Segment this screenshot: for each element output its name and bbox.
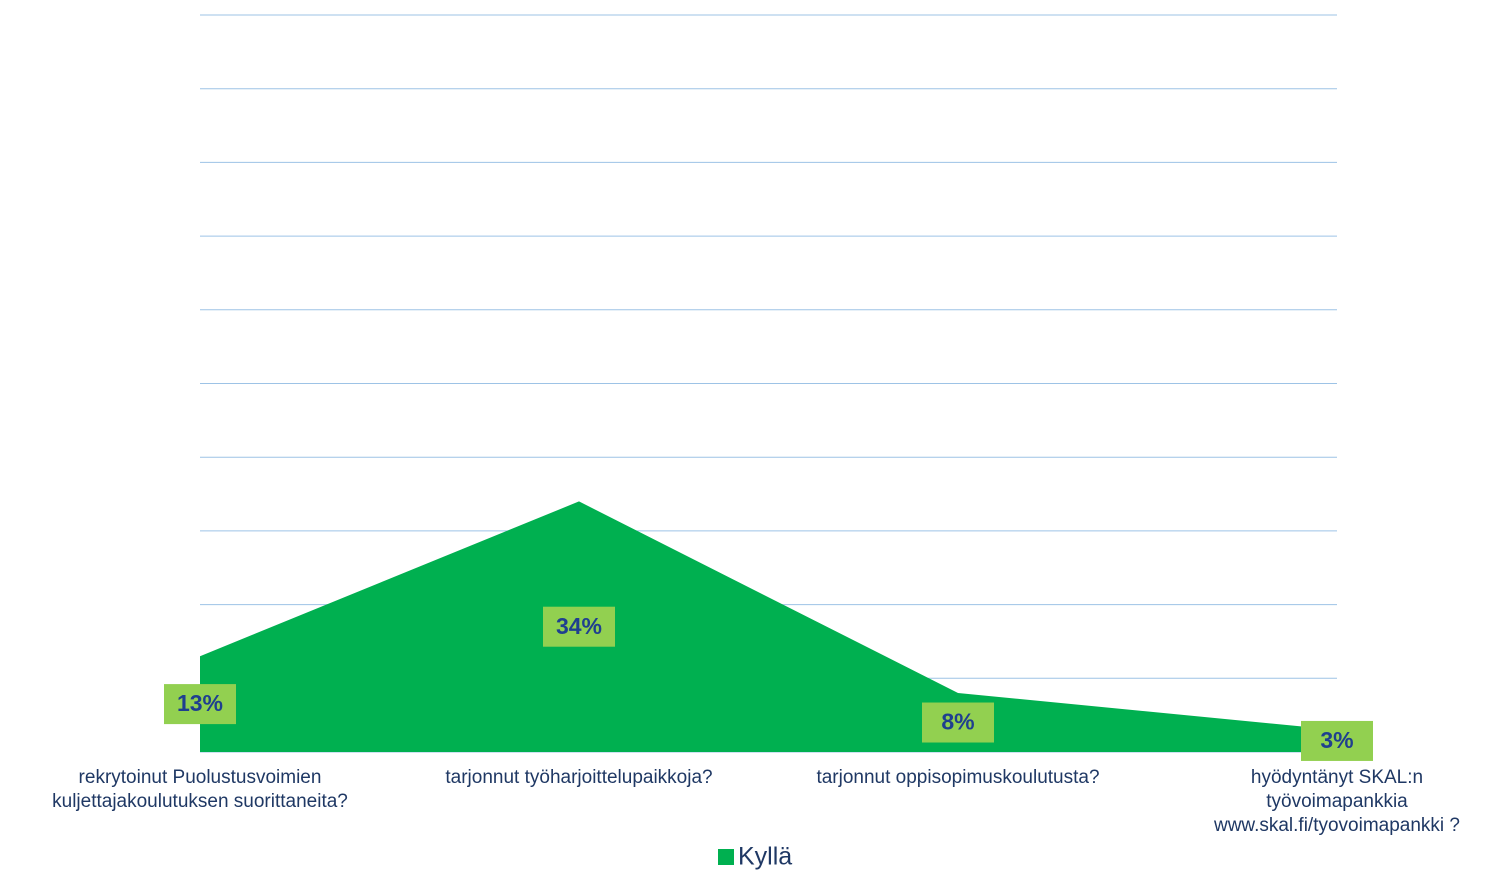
data-label-box (543, 606, 615, 647)
data-label: 34% (556, 613, 602, 639)
x-tick-label: hyödyntänyt SKAL:n työvoimapankkia www.s… (1213, 767, 1461, 836)
data-label: 13% (177, 690, 223, 716)
legend-swatch (718, 849, 734, 865)
x-tick-label: tarjonnut oppisopimuskoulutusta? (816, 767, 1100, 788)
x-tick-label: tarjonnut työharjoittelupaikkoja? (445, 767, 713, 788)
data-label: 3% (1320, 727, 1353, 753)
data-label-box (1301, 720, 1373, 761)
legend-label: Kyllä (738, 843, 792, 871)
area (200, 501, 1337, 752)
data-label: 8% (941, 709, 974, 735)
data-label-box (164, 684, 236, 725)
x-tick-label: rekrytoinut Puolustusvoimien kuljettajak… (52, 767, 348, 812)
data-label-box (922, 702, 994, 743)
